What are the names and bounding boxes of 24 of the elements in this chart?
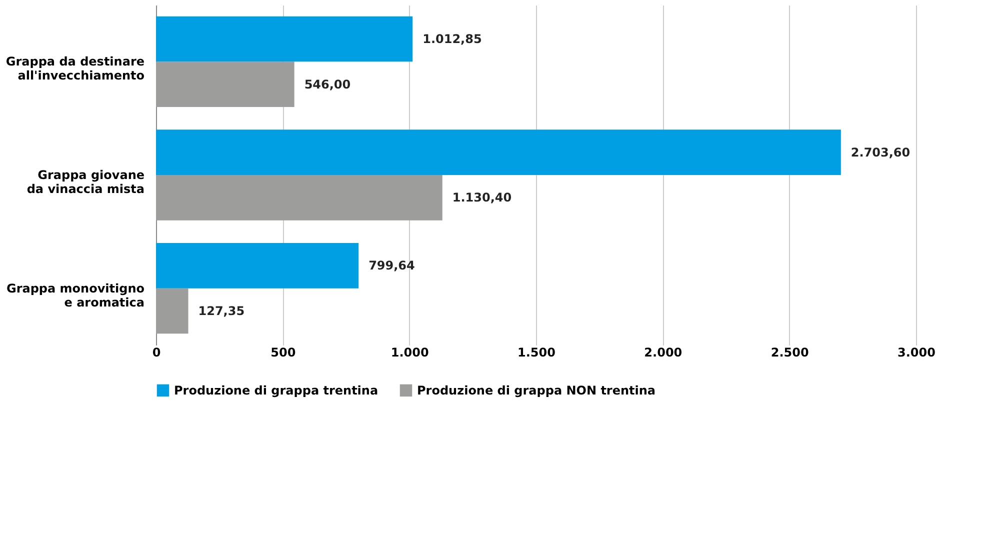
bar [156, 175, 442, 220]
bar [156, 288, 188, 334]
bar [156, 243, 359, 288]
legend-label: Produzione di grappa trentina [174, 383, 378, 398]
data-label: 2.703,60 [850, 145, 910, 160]
data-label: 799,64 [368, 258, 415, 273]
x-tick-label: 0 [152, 346, 161, 360]
bar [156, 130, 841, 175]
x-tick-label: 2.500 [770, 346, 809, 360]
data-label: 546,00 [304, 77, 351, 92]
y-tick-label: Grappa giovane da vinaccia mista [26, 168, 144, 196]
data-label: 127,35 [198, 304, 245, 318]
x-tick-label: 2.000 [644, 346, 682, 360]
data-label: 1.012,85 [422, 32, 482, 46]
legend-label: Produzione di grappa NON trentina [417, 383, 656, 398]
x-tick-label: 1.000 [390, 346, 429, 360]
data-label: 1.130,40 [452, 190, 512, 205]
x-tick-label: 1.500 [518, 346, 556, 360]
y-tick-label: Grappa monovitigno e aromatica [6, 281, 144, 310]
bar [156, 62, 294, 107]
x-tick-label: 500 [270, 346, 296, 360]
x-tick-label: 3.000 [898, 346, 936, 360]
bar [156, 16, 413, 62]
y-tick-label: Grappa da destinare all'invecchiamento [6, 54, 144, 83]
